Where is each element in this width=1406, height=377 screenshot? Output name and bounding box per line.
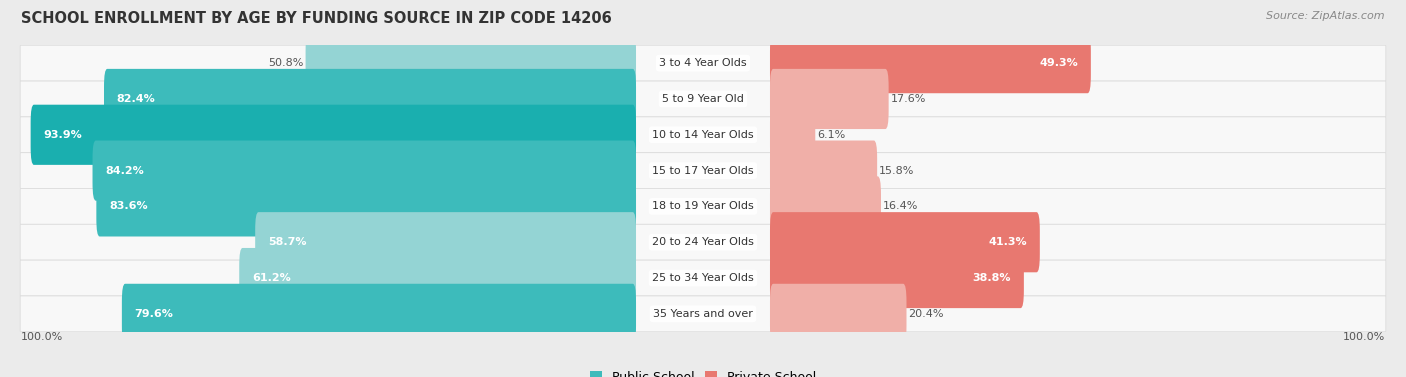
Text: 82.4%: 82.4%	[117, 94, 156, 104]
Text: 10 to 14 Year Olds: 10 to 14 Year Olds	[652, 130, 754, 140]
Text: 49.3%: 49.3%	[1039, 58, 1078, 68]
Text: 35 Years and over: 35 Years and over	[652, 309, 754, 319]
Text: 58.7%: 58.7%	[269, 237, 307, 247]
Text: 6.1%: 6.1%	[817, 130, 845, 140]
Text: 18 to 19 Year Olds: 18 to 19 Year Olds	[652, 201, 754, 211]
Text: 84.2%: 84.2%	[105, 166, 143, 176]
FancyBboxPatch shape	[104, 69, 636, 129]
FancyBboxPatch shape	[305, 33, 636, 93]
FancyBboxPatch shape	[20, 81, 1386, 117]
FancyBboxPatch shape	[770, 284, 907, 344]
FancyBboxPatch shape	[97, 176, 636, 236]
Text: 41.3%: 41.3%	[988, 237, 1026, 247]
Text: 50.8%: 50.8%	[269, 58, 304, 68]
Text: 83.6%: 83.6%	[110, 201, 148, 211]
Text: 5 to 9 Year Old: 5 to 9 Year Old	[662, 94, 744, 104]
FancyBboxPatch shape	[20, 188, 1386, 224]
Text: 17.6%: 17.6%	[890, 94, 927, 104]
FancyBboxPatch shape	[31, 105, 636, 165]
Text: 79.6%: 79.6%	[135, 309, 173, 319]
FancyBboxPatch shape	[770, 212, 1040, 272]
FancyBboxPatch shape	[20, 260, 1386, 296]
FancyBboxPatch shape	[770, 69, 889, 129]
Text: 100.0%: 100.0%	[1343, 332, 1385, 342]
FancyBboxPatch shape	[20, 296, 1386, 332]
Text: 16.4%: 16.4%	[883, 201, 918, 211]
FancyBboxPatch shape	[122, 284, 636, 344]
Text: 20.4%: 20.4%	[908, 309, 943, 319]
FancyBboxPatch shape	[20, 224, 1386, 260]
Text: Source: ZipAtlas.com: Source: ZipAtlas.com	[1267, 11, 1385, 21]
Text: 38.8%: 38.8%	[973, 273, 1011, 283]
Text: 15 to 17 Year Olds: 15 to 17 Year Olds	[652, 166, 754, 176]
FancyBboxPatch shape	[770, 33, 1091, 93]
FancyBboxPatch shape	[256, 212, 636, 272]
FancyBboxPatch shape	[770, 105, 815, 165]
Text: 93.9%: 93.9%	[44, 130, 82, 140]
Text: SCHOOL ENROLLMENT BY AGE BY FUNDING SOURCE IN ZIP CODE 14206: SCHOOL ENROLLMENT BY AGE BY FUNDING SOUR…	[21, 11, 612, 26]
FancyBboxPatch shape	[93, 141, 636, 201]
Text: 3 to 4 Year Olds: 3 to 4 Year Olds	[659, 58, 747, 68]
FancyBboxPatch shape	[20, 153, 1386, 188]
Legend: Public School, Private School: Public School, Private School	[585, 366, 821, 377]
FancyBboxPatch shape	[770, 141, 877, 201]
Text: 20 to 24 Year Olds: 20 to 24 Year Olds	[652, 237, 754, 247]
Text: 61.2%: 61.2%	[252, 273, 291, 283]
Text: 15.8%: 15.8%	[879, 166, 914, 176]
FancyBboxPatch shape	[20, 117, 1386, 153]
FancyBboxPatch shape	[239, 248, 636, 308]
Text: 25 to 34 Year Olds: 25 to 34 Year Olds	[652, 273, 754, 283]
FancyBboxPatch shape	[20, 45, 1386, 81]
Text: 100.0%: 100.0%	[21, 332, 63, 342]
FancyBboxPatch shape	[770, 248, 1024, 308]
FancyBboxPatch shape	[770, 176, 882, 236]
